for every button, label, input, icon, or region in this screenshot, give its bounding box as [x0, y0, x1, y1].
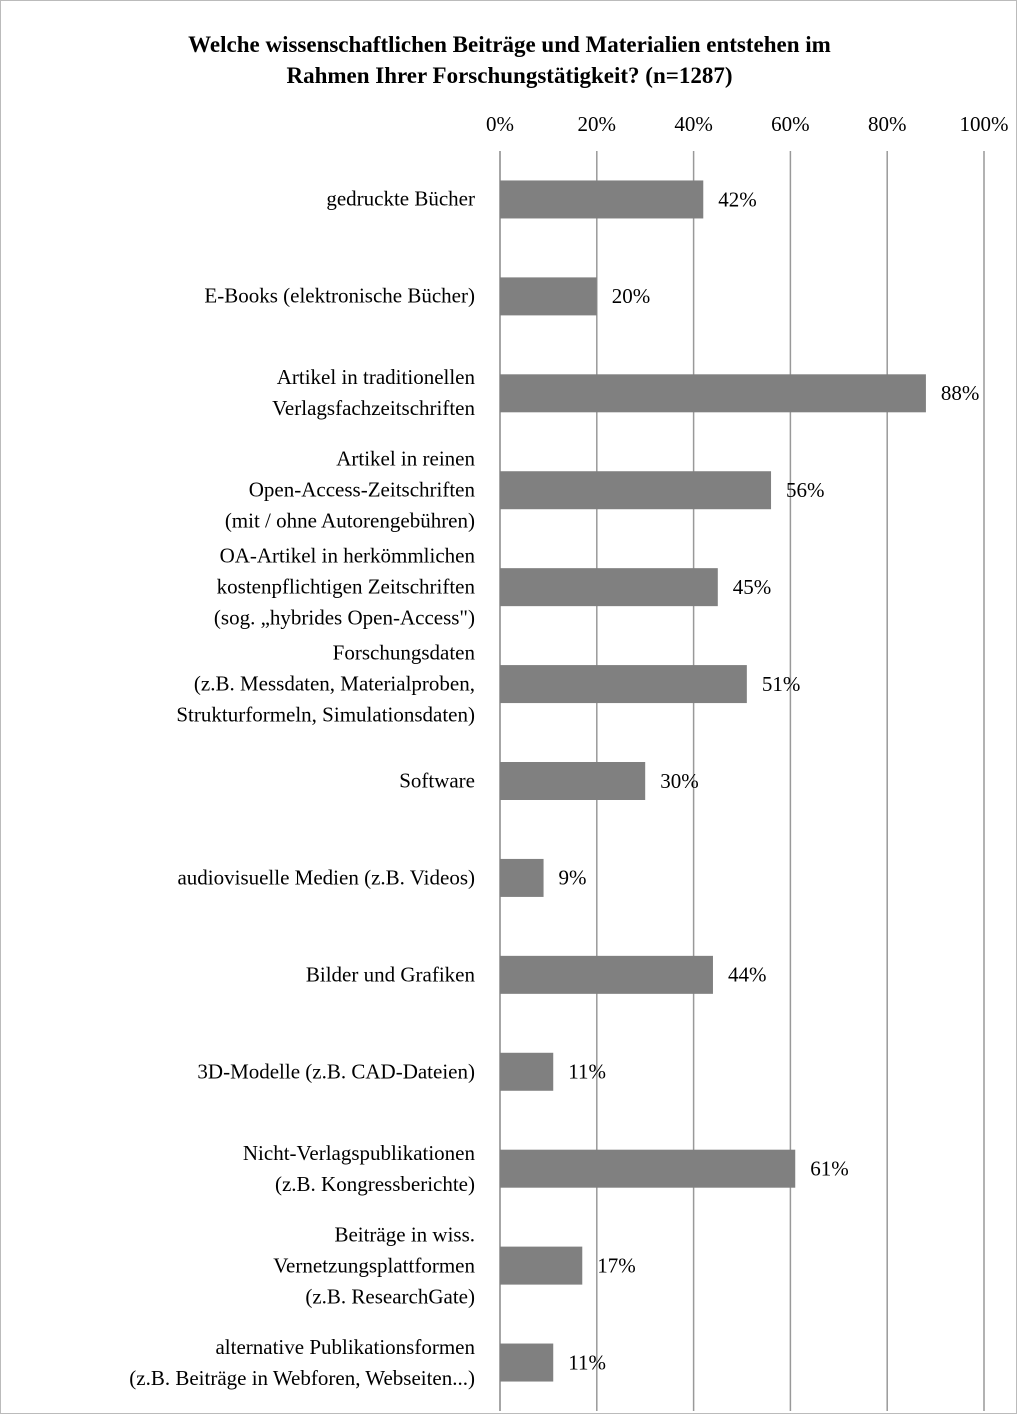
y-tick-label: Nicht-Verlagspublikationen (z.B. Kongres…	[242, 1140, 475, 1196]
value-label: 56%	[786, 478, 825, 502]
value-label: 45%	[733, 575, 772, 599]
y-tick-label: Beiträge in wiss. Vernetzungsplattformen…	[273, 1222, 475, 1309]
bar	[500, 471, 772, 510]
y-tick-label: audiovisuelle Medien (z.B. Videos)	[177, 865, 475, 890]
value-label: 44%	[728, 963, 767, 987]
bar	[500, 374, 926, 413]
bar	[500, 955, 713, 994]
y-tick-label: Artikel in reinen Open-Access-Zeitschrif…	[224, 446, 475, 533]
bar	[500, 1149, 796, 1188]
x-tick-label: 60%	[771, 112, 810, 136]
y-tick-label: E-Books (elektronische Bücher)	[204, 283, 475, 308]
value-label: 42%	[718, 187, 757, 211]
x-tick-label: 20%	[578, 112, 617, 136]
y-tick-label: Artikel in traditionellen Verlagsfachzei…	[272, 365, 475, 421]
y-tick-label: 3D-Modelle (z.B. CAD-Dateien)	[197, 1059, 475, 1084]
bar	[500, 1343, 554, 1382]
chart-title: Welche wissenschaftlichen Beiträge und M…	[188, 32, 831, 88]
y-tick-label: OA-Artikel in herkömmlichen kostenpflich…	[213, 543, 475, 630]
y-tick-label: alternative Publikationsformen (z.B. Bei…	[129, 1334, 475, 1390]
y-tick-label: Forschungsdaten (z.B. Messdaten, Materia…	[176, 640, 475, 727]
value-label: 30%	[660, 769, 699, 793]
bar	[500, 1246, 583, 1285]
bar	[500, 1052, 554, 1091]
value-label: 20%	[612, 284, 651, 308]
x-tick-label: 40%	[674, 112, 713, 136]
y-tick-label: Bilder und Grafiken	[305, 962, 475, 987]
value-label: 17%	[597, 1253, 636, 1277]
y-tick-label: Software	[399, 768, 475, 793]
x-tick-label: 0%	[486, 112, 514, 136]
bar	[500, 762, 646, 800]
bar	[500, 665, 747, 704]
value-label: 61%	[810, 1157, 849, 1181]
value-label: 11%	[568, 1060, 606, 1084]
value-label: 88%	[941, 381, 980, 405]
x-tick-label: 80%	[868, 112, 907, 136]
value-label: 11%	[568, 1350, 606, 1374]
bar	[500, 180, 704, 219]
y-tick-label: gedruckte Bücher	[326, 186, 475, 211]
value-label: 51%	[762, 672, 801, 696]
x-tick-label: 100%	[960, 112, 1009, 136]
value-label: 9%	[559, 866, 587, 890]
bar	[500, 858, 544, 897]
bar	[500, 277, 597, 316]
bar	[500, 568, 718, 607]
